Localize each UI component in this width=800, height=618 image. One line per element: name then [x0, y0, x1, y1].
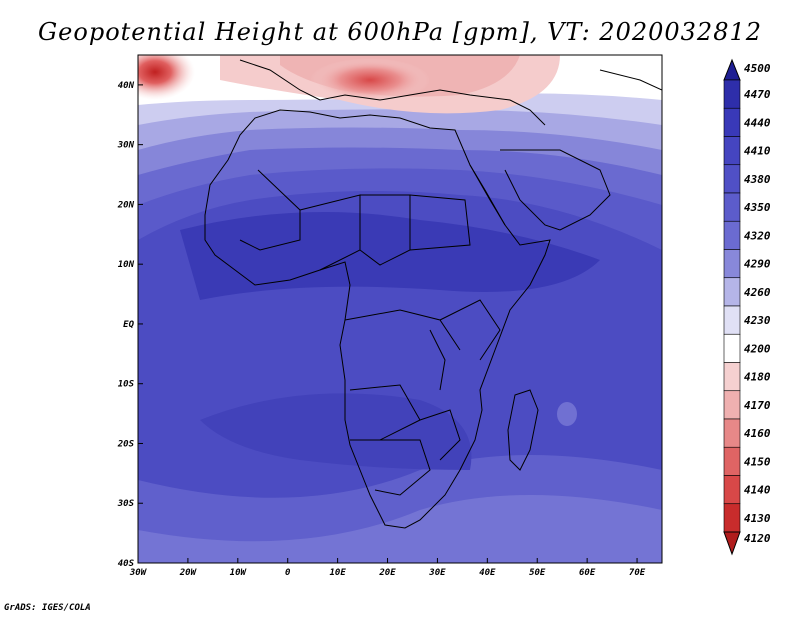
lon-tick-label: 20W — [179, 568, 198, 578]
border-sahel — [299, 194, 361, 271]
colorbar-label: 4120 — [744, 532, 771, 545]
colorbar-swatch — [723, 277, 741, 307]
colorbar-swatch — [723, 220, 741, 250]
lat-tick-label: 10S — [118, 380, 135, 390]
colorbar-label: 4230 — [744, 314, 771, 327]
lon-tick-label: 50E — [529, 568, 546, 578]
colorbar-label: 4160 — [744, 427, 771, 440]
border-congo — [344, 309, 461, 351]
lon-tick-label: 10E — [329, 568, 346, 578]
border-west — [239, 169, 301, 251]
colorbar-label: 4290 — [744, 258, 771, 271]
longitude-axis: 30W 20W 10W 0 10E 20E 30E 40E 50E 60E 70E — [129, 558, 646, 578]
colorbar-bottom-arrow — [723, 531, 741, 556]
colorbar-label: 4150 — [744, 455, 771, 468]
colorbar-label: 4500 — [744, 62, 771, 75]
lon-tick-label: 0 — [285, 568, 291, 578]
colorbar-label: 4130 — [744, 512, 771, 525]
footer-credit: GrADS: IGES/COLA — [4, 603, 91, 613]
latitude-axis: 40N 30N 20N 10N EQ 10S 20S 30S 40S — [117, 81, 143, 569]
lat-tick-label: 10N — [118, 260, 135, 270]
colorbar-swatch — [723, 418, 741, 448]
colorbar-label: 4180 — [744, 371, 771, 384]
colorbar-label: 4200 — [744, 342, 771, 355]
border-southern — [374, 439, 431, 496]
lon-tick-label: 10W — [230, 568, 248, 578]
lat-tick-label: 30S — [117, 499, 135, 509]
colorbar-label: 4350 — [744, 201, 771, 214]
red-sea-coastline — [469, 164, 506, 226]
colorbar-swatch — [723, 164, 741, 194]
colorbar-label: 4380 — [744, 173, 771, 186]
madagascar-coastline — [507, 389, 539, 471]
lat-tick-label: 40N — [118, 81, 135, 91]
colorbar-swatch — [723, 136, 741, 166]
plot-frame — [137, 54, 663, 564]
colorbar-swatch — [723, 390, 741, 420]
lon-tick-label: 20E — [378, 568, 396, 578]
colorbar-swatch — [723, 249, 741, 279]
colorbar-label: 4140 — [744, 484, 771, 497]
border-mozambique — [419, 409, 461, 461]
lat-tick-label: 40S — [118, 559, 135, 569]
colorbar-label: 4320 — [744, 229, 771, 242]
colorbar-swatch — [723, 305, 741, 335]
colorbar-swatch — [723, 475, 741, 505]
border-sudan — [409, 194, 471, 251]
colorbar-swatch — [723, 362, 741, 392]
lon-tick-label: 40E — [479, 568, 496, 578]
lat-tick-label: 20S — [117, 439, 135, 449]
colorbar-swatch — [723, 192, 741, 222]
colorbar-label: 4260 — [744, 286, 771, 299]
colorbar-swatch — [723, 503, 741, 533]
lon-tick-label: 60E — [579, 568, 596, 578]
colorbar-swatch — [723, 446, 741, 476]
colorbar: 4500 4470 4440 4410 4380 4350 4320 4290 4260 4230… — [723, 58, 771, 556]
border-east — [439, 299, 501, 361]
geopotential-field — [138, 55, 662, 563]
africa-coastline — [204, 109, 551, 529]
lon-tick-label: 70E — [629, 568, 646, 578]
colorbar-swatch — [723, 79, 741, 109]
lat-tick-label: EQ — [123, 320, 134, 330]
lat-tick-label: 30N — [117, 141, 135, 151]
mediterranean-coastline — [239, 59, 546, 126]
lon-tick-label: 30W — [129, 568, 148, 578]
coastlines — [204, 59, 662, 529]
asia-coastline — [599, 69, 662, 91]
lon-tick-label: 30E — [428, 568, 446, 578]
arabia-coastline — [500, 149, 611, 231]
lat-tick-label: 20N — [117, 200, 135, 210]
lake-tanganyika — [429, 329, 446, 391]
colorbar-label: 4440 — [744, 116, 771, 129]
colorbar-label: 4410 — [744, 145, 771, 158]
colorbar-swatch — [723, 107, 741, 137]
map-title: Geopotential Height at 600hPa [gpm], VT:… — [38, 18, 762, 46]
colorbar-label: 4470 — [744, 88, 771, 101]
colorbar-label: 4170 — [744, 399, 771, 412]
colorbar-swatch — [723, 333, 741, 363]
colorbar-top-arrow — [723, 58, 741, 81]
